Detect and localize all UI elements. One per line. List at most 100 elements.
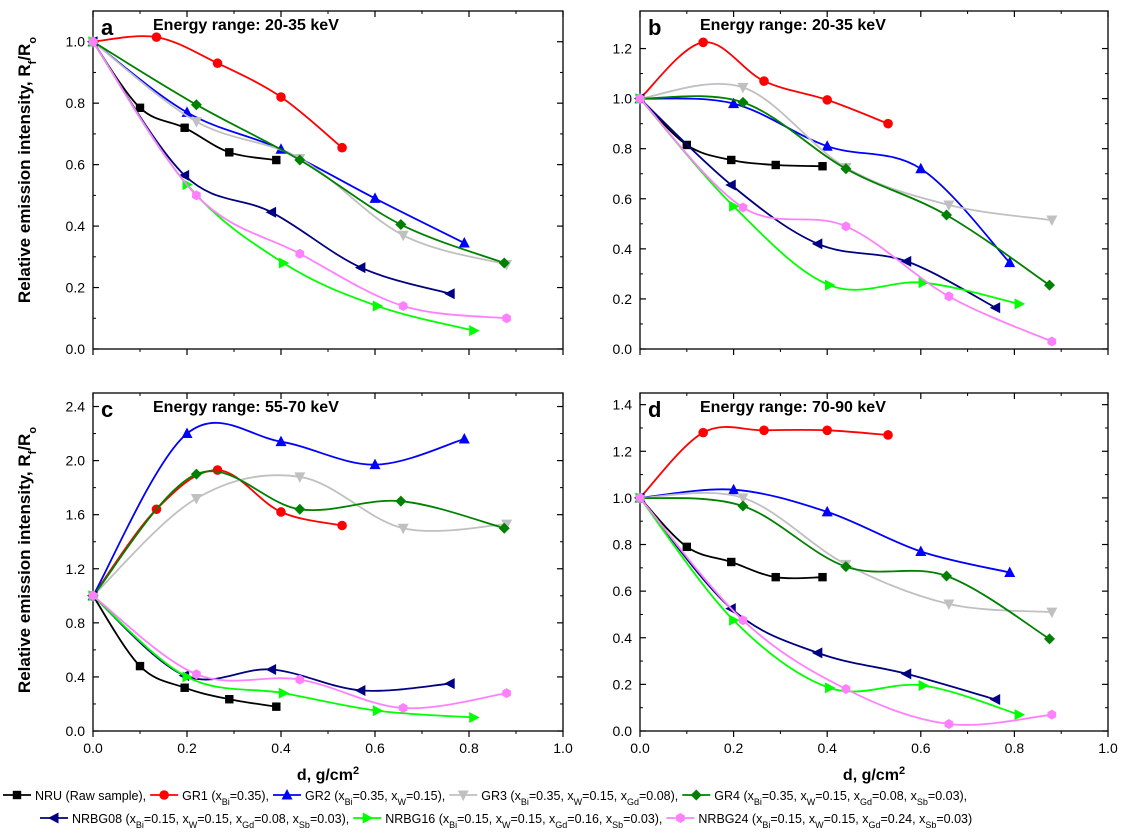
- x-tick-label: 0.6: [911, 740, 931, 756]
- data-point-nrbg24: [192, 669, 201, 680]
- data-point-nrbg16: [918, 277, 930, 289]
- data-point-nru: [771, 572, 780, 582]
- data-point-gr3: [501, 519, 513, 531]
- data-point-nrbg24: [1047, 709, 1057, 720]
- legend-label: NRBG24 (xBi=0.15, xW=0.15, xGd=0.24, xSb…: [698, 812, 972, 830]
- data-point-gr3: [190, 117, 202, 128]
- y-tick-label: 0.8: [66, 95, 86, 111]
- series-nrbg24: [635, 492, 1057, 730]
- y-tick-label: 1.2: [613, 443, 633, 459]
- x-tick-label: 0.8: [1005, 740, 1025, 756]
- legend-item-gr2: GR2 (xBi=0.35, xW=0.15),: [273, 789, 445, 807]
- legend-marker: [362, 812, 374, 824]
- data-point-gr2: [821, 505, 833, 517]
- legend-label: NRBG16 (xBi=0.15, xW=0.15, xGd=0.16, xSb…: [385, 812, 662, 830]
- legend-marker: [281, 789, 293, 800]
- y-tick-label: 0.2: [66, 280, 86, 296]
- legend-marker: [159, 790, 169, 800]
- data-point-gr4: [941, 570, 953, 582]
- data-point-nrbg24: [635, 93, 645, 104]
- legend-item-nrbg24: NRBG24 (xBi=0.15, xW=0.15, xGd=0.24, xSb…: [666, 812, 972, 830]
- chart-panel-c: 0.0 0.4 0.8 1.2 1.6 2.0 2.4 0.0 0.2 0.4 0.6 0.8 1.0 c…: [66, 392, 573, 756]
- data-point-nrbg16: [278, 257, 290, 269]
- y-tick-label: 0.6: [613, 191, 633, 207]
- data-point-gr3: [943, 200, 955, 212]
- data-point-nrbg16: [825, 279, 836, 291]
- series-line-gr2: [639, 488, 1010, 574]
- data-point-nrbg24: [738, 615, 748, 626]
- legend-item-gr1: GR1 (xBi=0.35),: [150, 789, 269, 807]
- data-point-gr1: [822, 425, 832, 436]
- y-axis-label: Relative emission intensity, Rf/Ro: [15, 37, 39, 303]
- y-tick-label: 0.4: [66, 669, 86, 685]
- data-point-gr3: [943, 599, 955, 610]
- series-gr3: [87, 472, 513, 602]
- x-tick-label: 0.2: [177, 740, 197, 756]
- series-line-gr3: [92, 474, 507, 597]
- data-point-nru: [771, 160, 780, 170]
- series-gr1: [88, 465, 347, 601]
- data-point-nru: [818, 572, 827, 582]
- series-line-nrbg08: [92, 595, 451, 692]
- data-point-nrbg08: [265, 663, 277, 675]
- series-gr3: [634, 492, 1058, 619]
- data-point-gr3: [737, 82, 749, 94]
- data-point-nru: [818, 162, 827, 171]
- data-point-nrbg08: [444, 288, 455, 300]
- data-point-nru: [682, 542, 691, 552]
- legend-label: GR1 (xBi=0.35),: [182, 789, 269, 807]
- series-line-nrbg16: [92, 41, 474, 332]
- data-point-nrbg08: [725, 179, 736, 191]
- legend-item-gr4: GR4 (xBi=0.35, xW=0.15, xGd=0.08, xSb=0.…: [682, 789, 967, 807]
- x-axis-label: d, g/cm2: [843, 765, 905, 784]
- data-point-gr4: [498, 257, 510, 269]
- x-tick-label: 0.6: [365, 740, 385, 756]
- data-point-nrbg24: [841, 684, 851, 695]
- y-tick-label: 0.4: [66, 218, 86, 234]
- series-line-gr3: [92, 40, 507, 266]
- legend-label: GR4 (xBi=0.35, xW=0.15, xGd=0.08, xSb=0.…: [714, 789, 967, 807]
- y-tick-label: 0.8: [66, 615, 86, 631]
- data-point-nrbg24: [944, 719, 954, 730]
- data-point-nrbg24: [502, 688, 511, 699]
- y-tick-label: 0.0: [613, 723, 633, 739]
- data-point-nrbg24: [841, 221, 851, 232]
- data-point-gr4: [190, 99, 202, 111]
- data-point-gr4: [737, 500, 749, 512]
- y-tick-label: 1.2: [613, 41, 633, 57]
- data-point-gr4: [1044, 279, 1055, 291]
- data-point-gr3: [737, 493, 749, 504]
- data-point-gr1: [698, 427, 708, 438]
- data-point-gr4: [294, 503, 306, 515]
- y-tick-label: 0.8: [613, 537, 633, 553]
- data-point-nrbg24: [1047, 336, 1057, 347]
- legend-item-nrbg08: NRBG08 (xBi=0.15, xW=0.15, xGd=0.08, xSb…: [40, 812, 349, 830]
- data-point-nrbg08: [354, 684, 366, 696]
- y-tick-label: 0.4: [613, 630, 633, 646]
- series-nrbg16: [88, 36, 480, 337]
- data-point-nrbg08: [811, 647, 823, 659]
- series-nru: [635, 493, 827, 582]
- data-point-nrbg24: [738, 202, 748, 213]
- data-point-gr1: [698, 37, 708, 48]
- panel-letter: c: [101, 397, 113, 422]
- data-point-gr4: [840, 561, 852, 573]
- legend-item-nru: NRU (Raw sample),: [3, 789, 146, 803]
- data-point-gr2: [821, 140, 833, 151]
- x-tick-label: 0.0: [83, 740, 103, 756]
- series-line-gr4: [92, 470, 505, 597]
- series-nrbg24: [88, 590, 511, 714]
- data-point-gr1: [883, 430, 893, 440]
- data-point-nrbg24: [192, 190, 201, 201]
- series-gr2: [634, 483, 1016, 577]
- data-point-gr3: [397, 230, 409, 242]
- data-point-gr4: [498, 522, 510, 534]
- data-point-gr3: [1046, 607, 1058, 619]
- data-point-nrbg24: [398, 703, 408, 714]
- data-point-gr1: [212, 58, 223, 69]
- data-point-nrbg16: [469, 711, 480, 723]
- data-point-nrbg24: [295, 674, 305, 685]
- legend-label: NRBG08 (xBi=0.15, xW=0.15, xGd=0.08, xSb…: [72, 812, 349, 830]
- series-gr1: [88, 32, 347, 153]
- y-tick-label: 0.0: [66, 341, 86, 357]
